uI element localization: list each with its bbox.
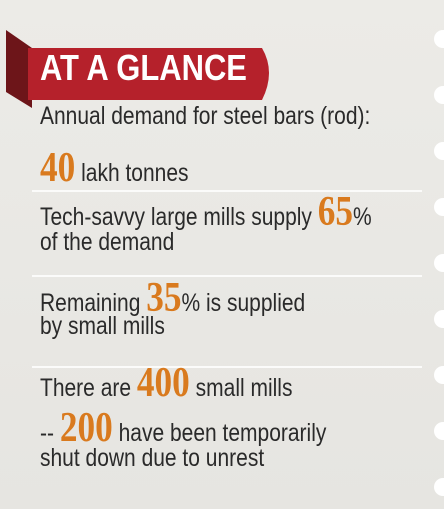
text: % is supplied bbox=[181, 289, 306, 317]
edge-notch bbox=[434, 86, 444, 104]
banner bbox=[28, 48, 269, 100]
highlight-number: 400 bbox=[136, 360, 190, 406]
divider bbox=[32, 366, 422, 368]
divider bbox=[32, 190, 422, 192]
divider bbox=[32, 275, 422, 277]
text: Tech-savvy large mills supply bbox=[40, 203, 318, 231]
text: -- bbox=[40, 419, 60, 447]
title: AT A GLANCE bbox=[40, 47, 247, 88]
text-line: by small mills bbox=[40, 312, 165, 356]
text: There are bbox=[40, 374, 137, 402]
edge-notch bbox=[434, 422, 444, 440]
highlight-number: 65 bbox=[317, 189, 354, 235]
edge-notch bbox=[434, 366, 444, 384]
edge-notch bbox=[434, 142, 444, 160]
text-line: shut down due to unrest bbox=[40, 444, 264, 488]
edge-notch bbox=[434, 198, 444, 216]
text: of the demand bbox=[40, 228, 175, 256]
text-line: of the demand bbox=[40, 228, 174, 272]
text: % bbox=[353, 203, 372, 231]
edge-notch bbox=[434, 478, 444, 496]
highlight-number: 40 bbox=[40, 145, 76, 191]
highlight-number: 200 bbox=[59, 405, 113, 451]
text: Annual demand for steel bars (rod): bbox=[40, 102, 371, 130]
text-line: -- 200 have been temporarily bbox=[40, 404, 327, 451]
text: lakh tonnes bbox=[75, 159, 189, 187]
text-line: 40 lakh tonnes bbox=[40, 144, 189, 191]
text: Remaining bbox=[40, 289, 147, 317]
text-line: Remaining 35% is supplied bbox=[40, 274, 306, 321]
text-line: Tech-savvy large mills supply 65% bbox=[40, 188, 372, 235]
edge-notch bbox=[434, 254, 444, 272]
text-line: There are 400 small mills bbox=[40, 359, 293, 406]
edge-notch bbox=[434, 310, 444, 328]
text-line: Annual demand for steel bars (rod): bbox=[40, 102, 370, 146]
text: small mills bbox=[189, 374, 293, 402]
highlight-number: 35 bbox=[146, 275, 182, 321]
edge-notch bbox=[434, 30, 444, 48]
text: shut down due to unrest bbox=[40, 444, 265, 472]
banner-fold bbox=[6, 30, 32, 108]
text: by small mills bbox=[40, 312, 165, 340]
text: have been temporarily bbox=[112, 419, 327, 447]
